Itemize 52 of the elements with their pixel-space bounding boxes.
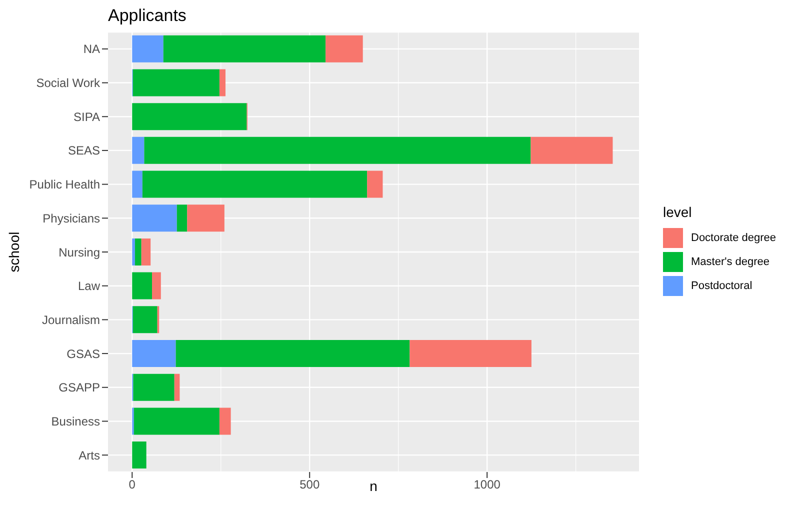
bar xyxy=(176,340,410,367)
x-tick-label: 0 xyxy=(128,478,136,492)
bar xyxy=(134,238,142,266)
y-tick-label: GSAS xyxy=(66,346,100,361)
legend-title: level xyxy=(663,204,693,220)
bar xyxy=(152,272,161,300)
legend-label: Doctorate degree xyxy=(691,232,776,244)
y-tick-label: GSAPP xyxy=(58,380,100,395)
bar xyxy=(132,272,152,300)
bar xyxy=(133,374,174,401)
y-axis-title: school xyxy=(6,232,22,272)
y-tick-label: Nursing xyxy=(58,245,100,260)
legend-label: Postdoctoral xyxy=(691,280,752,292)
bar xyxy=(530,136,613,164)
bar xyxy=(144,136,531,164)
bar xyxy=(132,306,158,334)
bar xyxy=(132,103,247,130)
bar xyxy=(132,238,135,266)
bar xyxy=(219,408,231,435)
bar xyxy=(176,204,188,232)
bar xyxy=(132,170,142,198)
y-tick-label: Journalism xyxy=(42,312,100,327)
y-tick-label: NA xyxy=(83,42,100,56)
y-tick-label: Public Health xyxy=(29,178,100,192)
bar xyxy=(132,442,146,469)
bar xyxy=(367,170,383,198)
y-tick-label: Arts xyxy=(78,448,100,462)
bar xyxy=(132,204,177,232)
legend-label: Master's degree xyxy=(691,256,770,268)
y-tick-label: SEAS xyxy=(68,144,100,158)
bar xyxy=(163,35,326,62)
y-tick-label: Social Work xyxy=(36,76,101,90)
bar xyxy=(134,408,220,435)
bar xyxy=(187,204,224,232)
bar xyxy=(326,35,363,62)
bar xyxy=(132,35,164,62)
x-tick-label: 1000 xyxy=(474,478,501,492)
bar xyxy=(410,340,532,367)
y-tick-label: SIPA xyxy=(74,110,100,124)
y-tick-label: Law xyxy=(78,279,100,294)
y-tick-label: Physicians xyxy=(42,211,100,226)
bar xyxy=(219,69,226,96)
x-tick-label: 500 xyxy=(300,478,320,492)
bar xyxy=(132,136,144,164)
y-tick-label: Business xyxy=(51,414,100,428)
bar xyxy=(141,238,151,266)
bar xyxy=(174,374,180,401)
bar xyxy=(132,340,176,367)
bar xyxy=(142,170,368,198)
x-axis-title: n xyxy=(370,478,378,494)
bar xyxy=(132,69,220,96)
chart-title: Applicants xyxy=(108,6,186,26)
